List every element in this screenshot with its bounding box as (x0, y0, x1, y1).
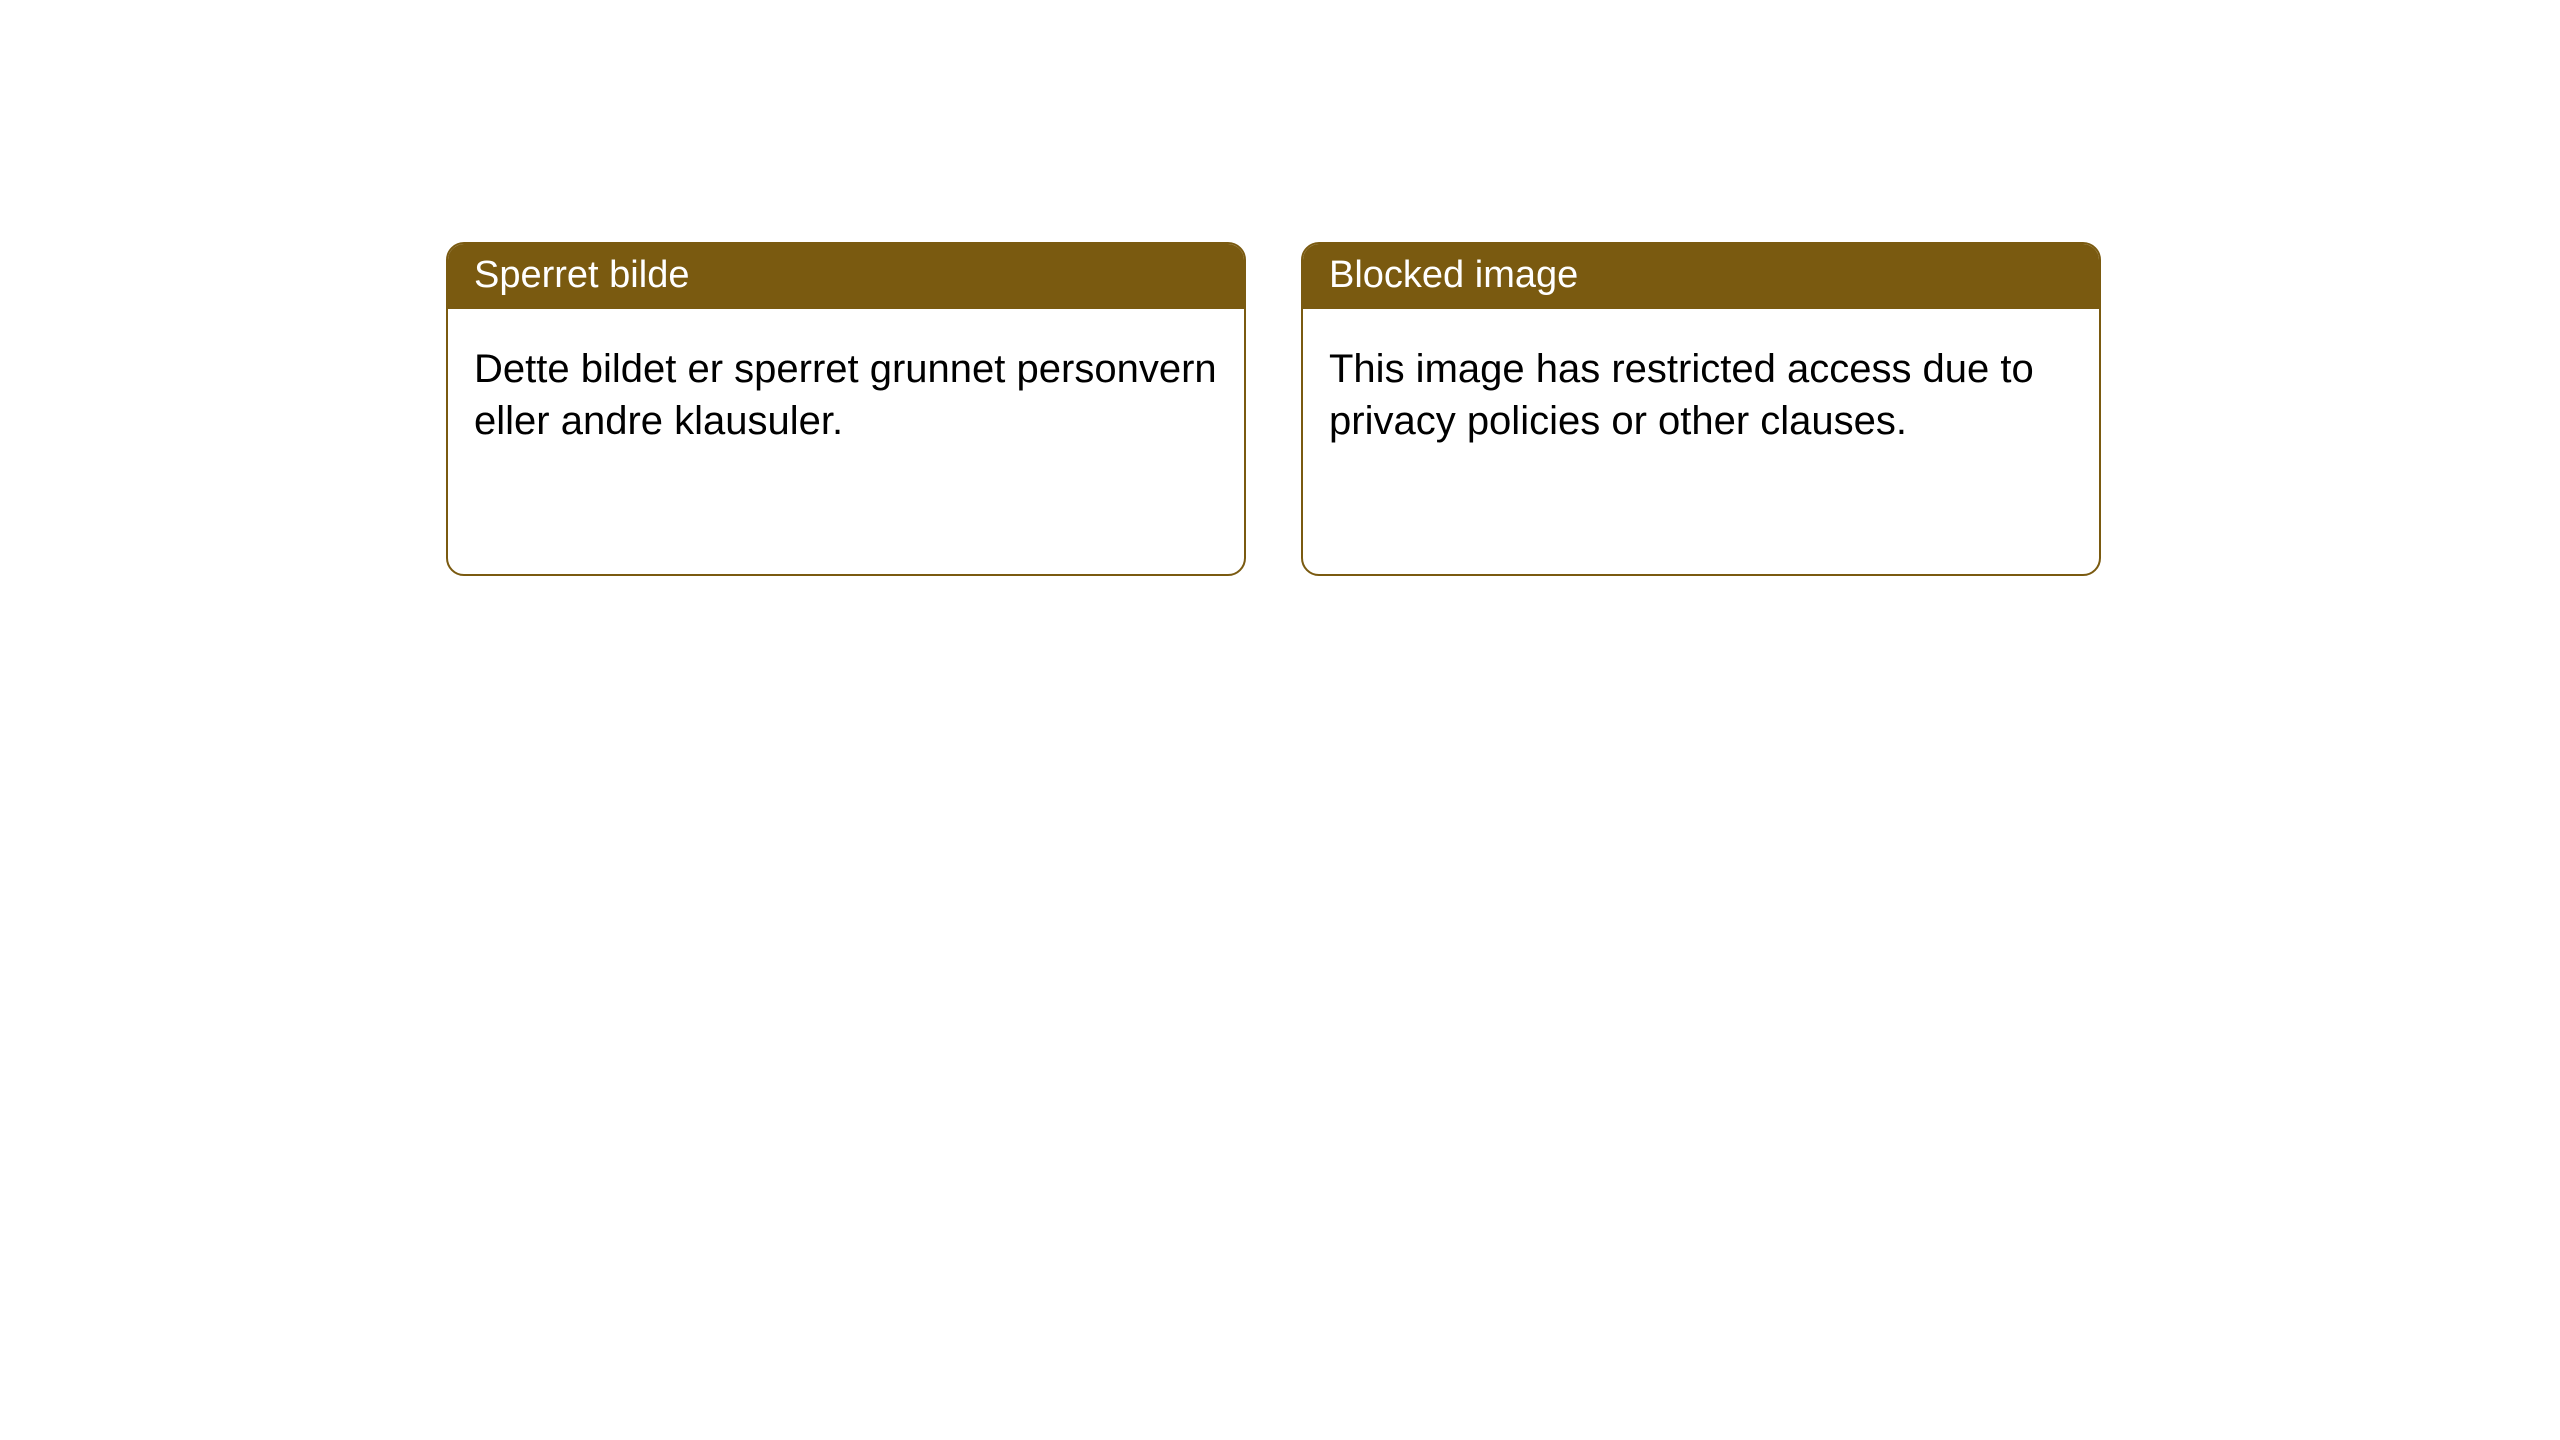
notice-text: Dette bildet er sperret grunnet personve… (474, 347, 1217, 443)
notice-body-english: This image has restricted access due to … (1303, 309, 2099, 467)
notice-text: This image has restricted access due to … (1329, 347, 2034, 443)
notice-card-norwegian: Sperret bilde Dette bildet er sperret gr… (446, 242, 1246, 576)
notice-header-norwegian: Sperret bilde (448, 244, 1244, 309)
notice-title: Blocked image (1329, 254, 1578, 296)
notice-title: Sperret bilde (474, 254, 689, 296)
notice-cards-container: Sperret bilde Dette bildet er sperret gr… (0, 0, 2560, 576)
notice-header-english: Blocked image (1303, 244, 2099, 309)
notice-card-english: Blocked image This image has restricted … (1301, 242, 2101, 576)
notice-body-norwegian: Dette bildet er sperret grunnet personve… (448, 309, 1244, 467)
